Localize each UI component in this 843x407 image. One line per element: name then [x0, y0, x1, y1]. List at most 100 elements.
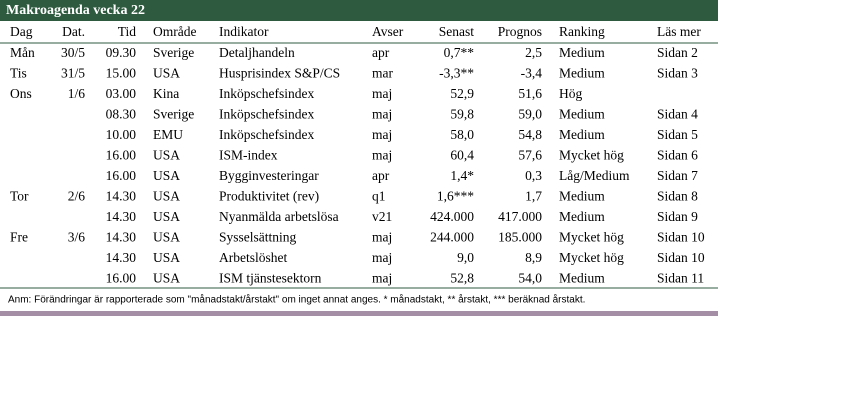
- table-cell: 16.00: [106, 168, 137, 183]
- table-cell: 59,0: [518, 107, 542, 122]
- table-cell: ISM tjänstesektorn: [219, 271, 322, 286]
- table-cell: q1: [372, 189, 386, 204]
- table-cell: Sidan 11: [657, 271, 704, 286]
- table-cell: 16.00: [106, 148, 137, 163]
- table-cell: Mån: [10, 45, 35, 60]
- table-cell: 1,6***: [437, 189, 474, 204]
- column-header: Indikator: [219, 24, 269, 39]
- table-cell: Sidan 7: [657, 168, 698, 183]
- table-cell: 58,0: [450, 127, 474, 142]
- table-cell: 57,6: [518, 148, 542, 163]
- table-cell: 417.000: [498, 209, 542, 224]
- table-cell: 54,0: [518, 271, 542, 286]
- table-cell: Sidan 10: [657, 230, 705, 245]
- table-cell: 15.00: [106, 66, 137, 81]
- table-cell: Medium: [559, 271, 605, 286]
- footer-bar: [0, 311, 718, 316]
- table-cell: Fre: [10, 230, 28, 245]
- table-cell: v21: [372, 209, 392, 224]
- table-cell: maj: [372, 86, 392, 101]
- table-cell: USA: [153, 168, 180, 183]
- column-header: Ranking: [559, 24, 605, 39]
- table-cell: Medium: [559, 66, 605, 81]
- table-cell: Mycket hög: [559, 148, 624, 163]
- table-cell: 03.00: [106, 86, 137, 101]
- title: Makroagenda vecka 22: [6, 3, 145, 18]
- table-cell: USA: [153, 271, 180, 286]
- table-cell: ISM-index: [219, 148, 278, 163]
- column-header: Senast: [439, 24, 474, 39]
- table-cell: Sidan 9: [657, 209, 698, 224]
- table-cell: 1,4*: [450, 168, 474, 183]
- table-cell: 54,8: [518, 127, 542, 142]
- table-cell: USA: [153, 66, 180, 81]
- table-cell: 52,8: [450, 271, 474, 286]
- table-cell: USA: [153, 189, 180, 204]
- table-cell: Sidan 8: [657, 189, 698, 204]
- table-cell: Detaljhandeln: [219, 45, 295, 60]
- table-cell: mar: [372, 66, 393, 81]
- table-cell: maj: [372, 148, 392, 163]
- title-bar: [0, 0, 718, 21]
- table-cell: 1/6: [68, 86, 86, 101]
- table-cell: 51,6: [518, 86, 542, 101]
- table-cell: Sidan 4: [657, 107, 698, 122]
- note: Anm: Förändringar är rapporterade som "m…: [8, 294, 585, 306]
- table-cell: Medium: [559, 189, 605, 204]
- table-cell: 52,9: [450, 86, 474, 101]
- table-cell: Ons: [10, 86, 32, 101]
- table-cell: Mycket hög: [559, 250, 624, 265]
- table-cell: Tor: [10, 189, 29, 204]
- table-cell: 16.00: [106, 271, 137, 286]
- table-cell: 0,7**: [444, 45, 475, 60]
- table-cell: maj: [372, 107, 392, 122]
- table-cell: 14.30: [106, 250, 137, 265]
- table-cell: Medium: [559, 209, 605, 224]
- table-cell: Sidan 3: [657, 66, 698, 81]
- table-cell: Arbetslöshet: [219, 250, 287, 265]
- table-cell: Kina: [153, 86, 179, 101]
- table-cell: Sverige: [153, 45, 194, 60]
- table-cell: 14.30: [106, 189, 137, 204]
- table-cell: Inköpschefsindex: [219, 127, 314, 142]
- table-cell: Medium: [559, 45, 605, 60]
- table-cell: Hög: [559, 86, 582, 101]
- table-cell: Mycket hög: [559, 230, 624, 245]
- table-cell: Nyanmälda arbetslösa: [219, 209, 339, 224]
- table-cell: 30/5: [61, 45, 85, 60]
- column-header: Prognos: [498, 24, 542, 39]
- table-cell: Sverige: [153, 107, 194, 122]
- table-cell: Sidan 5: [657, 127, 698, 142]
- table-cell: Husprisindex S&P/CS: [219, 66, 340, 81]
- table-cell: 60,4: [450, 148, 474, 163]
- table-cell: 1,7: [525, 189, 542, 204]
- table-cell: Medium: [559, 107, 605, 122]
- column-header: Läs mer: [657, 24, 701, 39]
- column-header: Avser: [372, 24, 404, 39]
- table-cell: 14.30: [106, 230, 137, 245]
- table-cell: Inköpschefsindex: [219, 107, 314, 122]
- table-cell: maj: [372, 250, 392, 265]
- table-cell: Inköpschefsindex: [219, 86, 314, 101]
- column-header: Område: [153, 24, 196, 39]
- table-cell: maj: [372, 271, 392, 286]
- table-cell: USA: [153, 230, 180, 245]
- table-cell: Tis: [10, 66, 27, 81]
- table-cell: 8,9: [525, 250, 542, 265]
- table-cell: 14.30: [106, 209, 137, 224]
- table-cell: USA: [153, 250, 180, 265]
- table-cell: -3,3**: [439, 66, 474, 81]
- table-cell: 424.000: [430, 209, 474, 224]
- table-cell: Bygginvesteringar: [219, 168, 319, 183]
- column-header: Tid: [118, 24, 137, 39]
- table-cell: apr: [372, 45, 390, 60]
- table-cell: 08.30: [106, 107, 137, 122]
- table-cell: 59,8: [450, 107, 474, 122]
- table-cell: 09.30: [106, 45, 137, 60]
- table-cell: USA: [153, 148, 180, 163]
- column-header: Dag: [10, 24, 33, 39]
- table-cell: 244.000: [430, 230, 474, 245]
- table-cell: Produktivitet (rev): [219, 189, 319, 204]
- table-cell: 0,3: [525, 168, 542, 183]
